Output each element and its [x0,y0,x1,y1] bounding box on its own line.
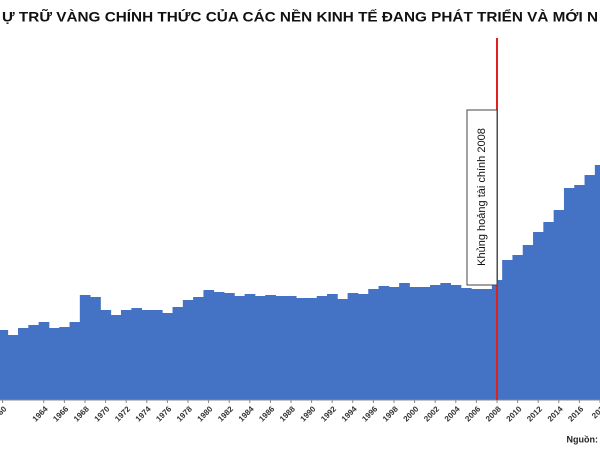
bar [121,310,132,400]
x-tick-label: 1982 [216,404,235,423]
bar [388,287,400,400]
bar [213,292,225,400]
bar [574,185,585,400]
x-tick-label: 1972 [113,404,132,423]
x-tick-label: 1970 [93,404,112,423]
bar [59,327,70,400]
x-tick-label: 1978 [175,404,194,423]
x-tick-label: 201 [590,404,600,420]
bar [512,255,524,400]
x-tick-label: 2002 [422,404,441,423]
bar [399,283,410,400]
x-tick-label: 1974 [134,404,153,423]
bar [563,188,575,400]
bar [7,335,19,400]
bar [244,294,256,400]
x-tick-label: 1964 [31,404,50,423]
bar [502,260,513,400]
x-tick-label: 1986 [257,404,276,423]
bar [409,287,421,400]
x-tick-label: 1996 [360,404,379,423]
bar [131,308,143,400]
x-tick-label: 2012 [525,404,544,423]
bar [594,165,600,400]
bar [533,232,544,400]
bar [543,222,555,400]
bar [522,245,534,400]
bar [79,295,91,400]
x-tick-label: 2016 [566,404,585,423]
x-tick-label: 1998 [381,404,400,423]
bar [430,285,441,400]
bar [275,296,287,400]
x-tick-label: 1992 [319,404,338,423]
x-tick-label: 2008 [484,404,503,423]
bar [162,313,173,400]
annotation-box [466,109,498,286]
bar [141,310,153,400]
bar [254,296,266,400]
x-tick-label: 2004 [443,404,462,423]
bar [151,310,163,400]
bar [347,293,359,400]
bar [265,295,276,400]
bar [110,315,122,400]
bar [224,293,235,400]
bar [460,288,472,400]
bar [193,297,204,400]
bar [471,289,482,400]
bar [28,325,40,400]
bar [18,328,29,400]
bar [440,283,452,400]
bar [234,296,246,400]
chart-title: Ự TRỮ VÀNG CHÍNH THỨC CỦA CÁC NỀN KINH T… [2,8,598,25]
bar [38,322,50,400]
bar [100,310,112,400]
bar [584,175,596,400]
x-tick-label: 1990 [299,404,318,423]
bar [203,290,215,400]
bar [69,322,81,400]
bar [327,294,338,400]
bar [296,298,307,400]
x-tick-label: 2014 [546,404,565,423]
bar [316,296,328,400]
bar [337,299,349,400]
bar [481,289,493,400]
x-tick-label: 2010 [505,404,524,423]
bar [182,300,194,400]
bar [378,286,390,400]
x-tick-label: 1966 [51,404,70,423]
bar [0,330,9,400]
bar [450,285,462,400]
bar [553,210,565,400]
bar [368,289,379,400]
bar [285,296,297,400]
bar [90,297,101,400]
x-tick-label: 1988 [278,404,297,423]
x-tick-label: 60 [0,404,9,417]
x-tick-label: 2006 [463,404,482,423]
bar [419,287,431,400]
source: Nguồn: [567,434,599,444]
x-tick-label: 1976 [154,404,173,423]
x-tick-label: 1980 [196,404,215,423]
bar [48,328,60,400]
x-tick-label: 2000 [402,404,421,423]
bar [357,294,369,400]
x-tick-label: 1994 [340,404,359,423]
annotation-text: Khủng hoảng tài chính 2008 [476,128,488,266]
bar [172,307,184,400]
x-tick-label: 1968 [72,404,91,423]
bar [306,298,318,400]
x-tick-label: 1984 [237,404,256,423]
